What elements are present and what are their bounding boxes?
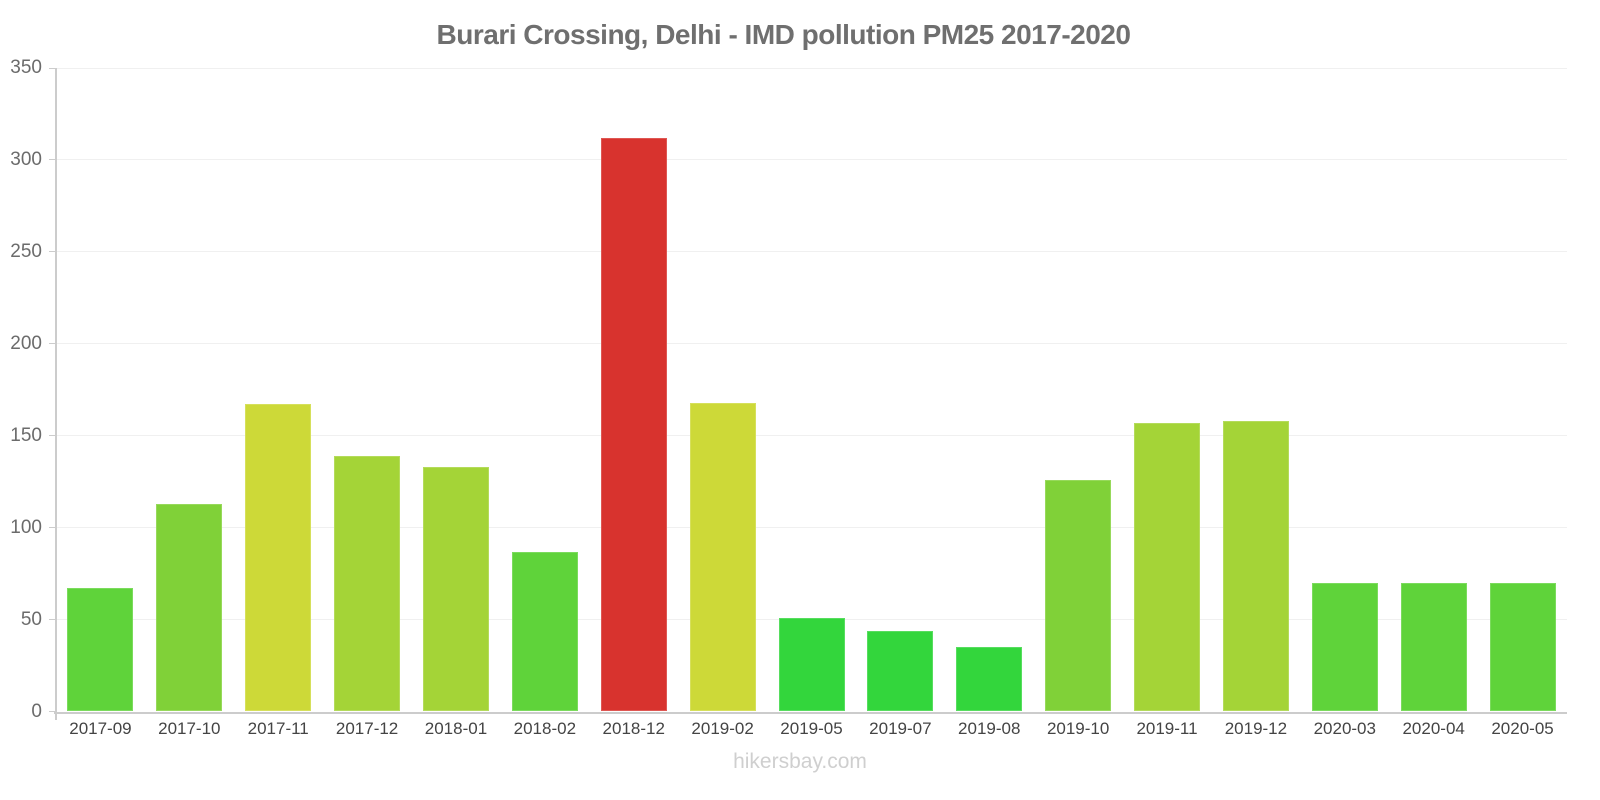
y-axis-tick <box>49 343 55 345</box>
y-axis-line <box>55 68 57 720</box>
x-tick-label: 2019-10 <box>1046 718 1110 738</box>
x-tick-label: 2019-12 <box>1224 718 1288 738</box>
x-tick-label: 2020-04 <box>1402 718 1465 738</box>
x-tick-label: 2019-11 <box>1136 718 1198 738</box>
x-tick-label: 2018-02 <box>513 718 577 738</box>
y-tick-label: 350 <box>10 57 42 78</box>
x-tick-label: 2019-07 <box>869 718 932 738</box>
bar-2019-07[interactable] <box>867 630 934 712</box>
x-tick-label: 2019-05 <box>780 718 843 738</box>
bar-2018-12[interactable] <box>600 137 667 712</box>
bar-2020-04[interactable] <box>1400 582 1467 712</box>
bar-2019-11[interactable] <box>1134 422 1201 712</box>
bar-2017-10[interactable] <box>156 503 223 712</box>
x-tick-label: 2019-08 <box>958 718 1021 738</box>
x-tick-label: 2017-11 <box>247 718 309 738</box>
x-tick-label: 2017-09 <box>69 718 132 738</box>
y-axis-tick <box>49 619 55 621</box>
y-axis-tick <box>49 159 55 161</box>
y-tick-label: 100 <box>10 516 42 538</box>
x-axis-line <box>54 711 1567 714</box>
x-tick-label: 2018-01 <box>424 718 488 738</box>
y-axis-tick <box>49 67 55 69</box>
chart-title: Burari Crossing, Delhi - IMD pollution P… <box>436 19 1131 50</box>
gridline-250 <box>56 251 1567 253</box>
y-tick-label: 0 <box>31 700 42 722</box>
bar-2020-03[interactable] <box>1311 582 1378 712</box>
footer-watermark: hikersbay.com <box>733 750 867 773</box>
gridline-150 <box>56 435 1567 437</box>
y-tick-label: 50 <box>20 608 42 630</box>
bar-2018-02[interactable] <box>511 551 578 712</box>
gridline-100 <box>56 527 1567 529</box>
x-tick-label: 2019-02 <box>691 718 754 738</box>
y-axis-tick <box>49 711 55 712</box>
gridline-200 <box>56 343 1567 345</box>
bar-2019-02[interactable] <box>689 402 756 712</box>
gridline-300 <box>56 159 1567 161</box>
y-tick-label: 300 <box>10 148 42 170</box>
y-tick-label: 150 <box>10 424 42 446</box>
x-tick-label: 2017-10 <box>158 718 221 738</box>
bar-2019-08[interactable] <box>956 647 1023 712</box>
y-tick-label: 200 <box>10 332 42 354</box>
y-axis-tick <box>49 435 55 437</box>
bar-2019-05[interactable] <box>778 617 845 712</box>
bar-2017-11[interactable] <box>245 404 312 712</box>
bar-2019-10[interactable] <box>1045 479 1112 712</box>
y-axis-tick <box>49 527 55 529</box>
x-tick-label: 2020-03 <box>1313 718 1376 738</box>
y-tick-label: 250 <box>10 240 42 262</box>
x-tick-label: 2018-12 <box>602 718 665 738</box>
x-tick-label: 2020-05 <box>1491 718 1554 738</box>
bar-2020-05[interactable] <box>1489 582 1556 712</box>
bar-2017-12[interactable] <box>334 455 401 712</box>
x-tick-label: 2017-12 <box>335 718 399 738</box>
y-axis-tick <box>49 251 55 253</box>
bar-2017-09[interactable] <box>67 588 134 712</box>
bar-2019-12[interactable] <box>1222 421 1289 712</box>
gridline-350 <box>56 67 1567 69</box>
bar-2018-01[interactable] <box>422 466 489 712</box>
